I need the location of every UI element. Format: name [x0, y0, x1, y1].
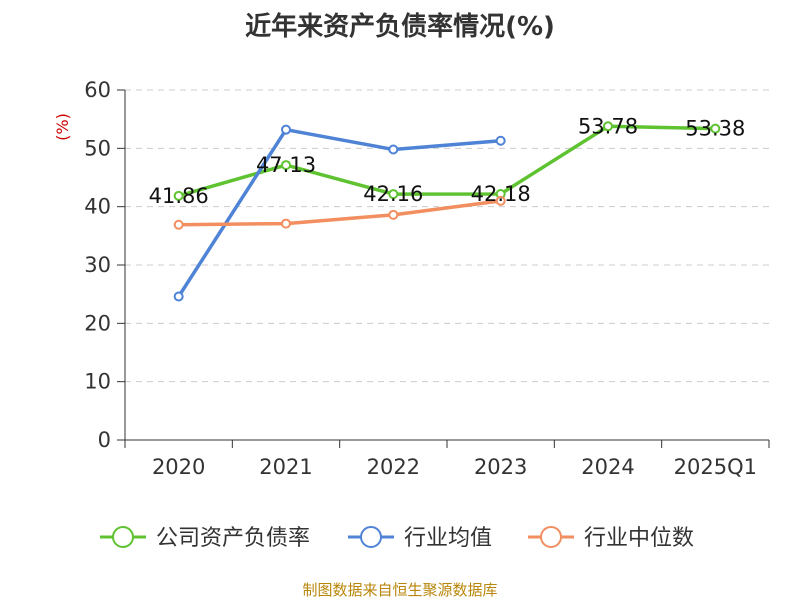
series-line-0 — [176, 124, 718, 198]
data-label: 41.86 — [149, 184, 209, 208]
y-tick-label: 50 — [84, 136, 111, 160]
series-line-1 — [176, 127, 503, 299]
data-label: 42.18 — [471, 182, 531, 206]
series-point-0 — [388, 189, 399, 200]
y-tick-label: 20 — [84, 311, 111, 335]
legend-label: 行业均值 — [404, 526, 492, 551]
series-lines — [173, 121, 721, 302]
series-point-1 — [388, 144, 399, 155]
series-point-0 — [281, 160, 291, 171]
x-tick-label: 2023 — [474, 455, 527, 479]
series-point-1 — [281, 124, 291, 135]
legend-label: 行业中位数 — [584, 526, 694, 551]
legend-label: 公司资产负债率 — [156, 526, 310, 551]
series-point-1 — [173, 291, 184, 302]
y-tick-label: 40 — [84, 195, 111, 219]
y-axis-label: (%) — [53, 113, 72, 141]
legend-marker-circle — [540, 526, 562, 548]
chart-title: 近年来资产负债率情况(%) — [245, 12, 555, 42]
y-tick-label: 30 — [84, 253, 111, 277]
series-point-0 — [710, 123, 721, 134]
legend-marker-circle — [360, 526, 382, 548]
grid-lines — [125, 89, 769, 383]
data-label: 53.38 — [685, 117, 745, 141]
x-tick-label: 2021 — [259, 455, 312, 479]
y-tick-label: 0 — [98, 428, 111, 452]
series-point-2 — [281, 218, 291, 229]
series-point-2 — [173, 219, 184, 230]
data-label: 47.13 — [256, 153, 316, 177]
series-point-0 — [173, 190, 184, 201]
series-point-2 — [495, 195, 506, 206]
data-label: 53.78 — [578, 114, 638, 138]
series-point-2 — [388, 209, 399, 220]
data-label: 42.16 — [363, 182, 423, 206]
series-point-0 — [603, 121, 613, 132]
data-source-footer: 制图数据来自恒生聚源数据库 — [302, 581, 498, 599]
axes: 0 10 20 30 40 50 60 2020 2021 2022 2023 2024 2025Q1 (… — [53, 78, 770, 479]
y-tick-label: 60 — [84, 78, 111, 102]
x-tick-label: 2025Q1 — [674, 455, 757, 479]
x-tick-label: 2024 — [581, 455, 634, 479]
series-line-2 — [176, 199, 503, 227]
x-tick-label: 2020 — [152, 455, 205, 479]
x-tick-label: 2022 — [367, 455, 420, 479]
legend-marker-circle — [112, 526, 134, 548]
series-point-1 — [495, 135, 506, 146]
y-tick-label: 10 — [84, 370, 111, 394]
legend: 公司资产负债率 行业均值 行业中位数 — [100, 526, 694, 551]
data-labels: 41.86 47.13 42.16 42.18 53.78 53.38 — [149, 114, 746, 208]
